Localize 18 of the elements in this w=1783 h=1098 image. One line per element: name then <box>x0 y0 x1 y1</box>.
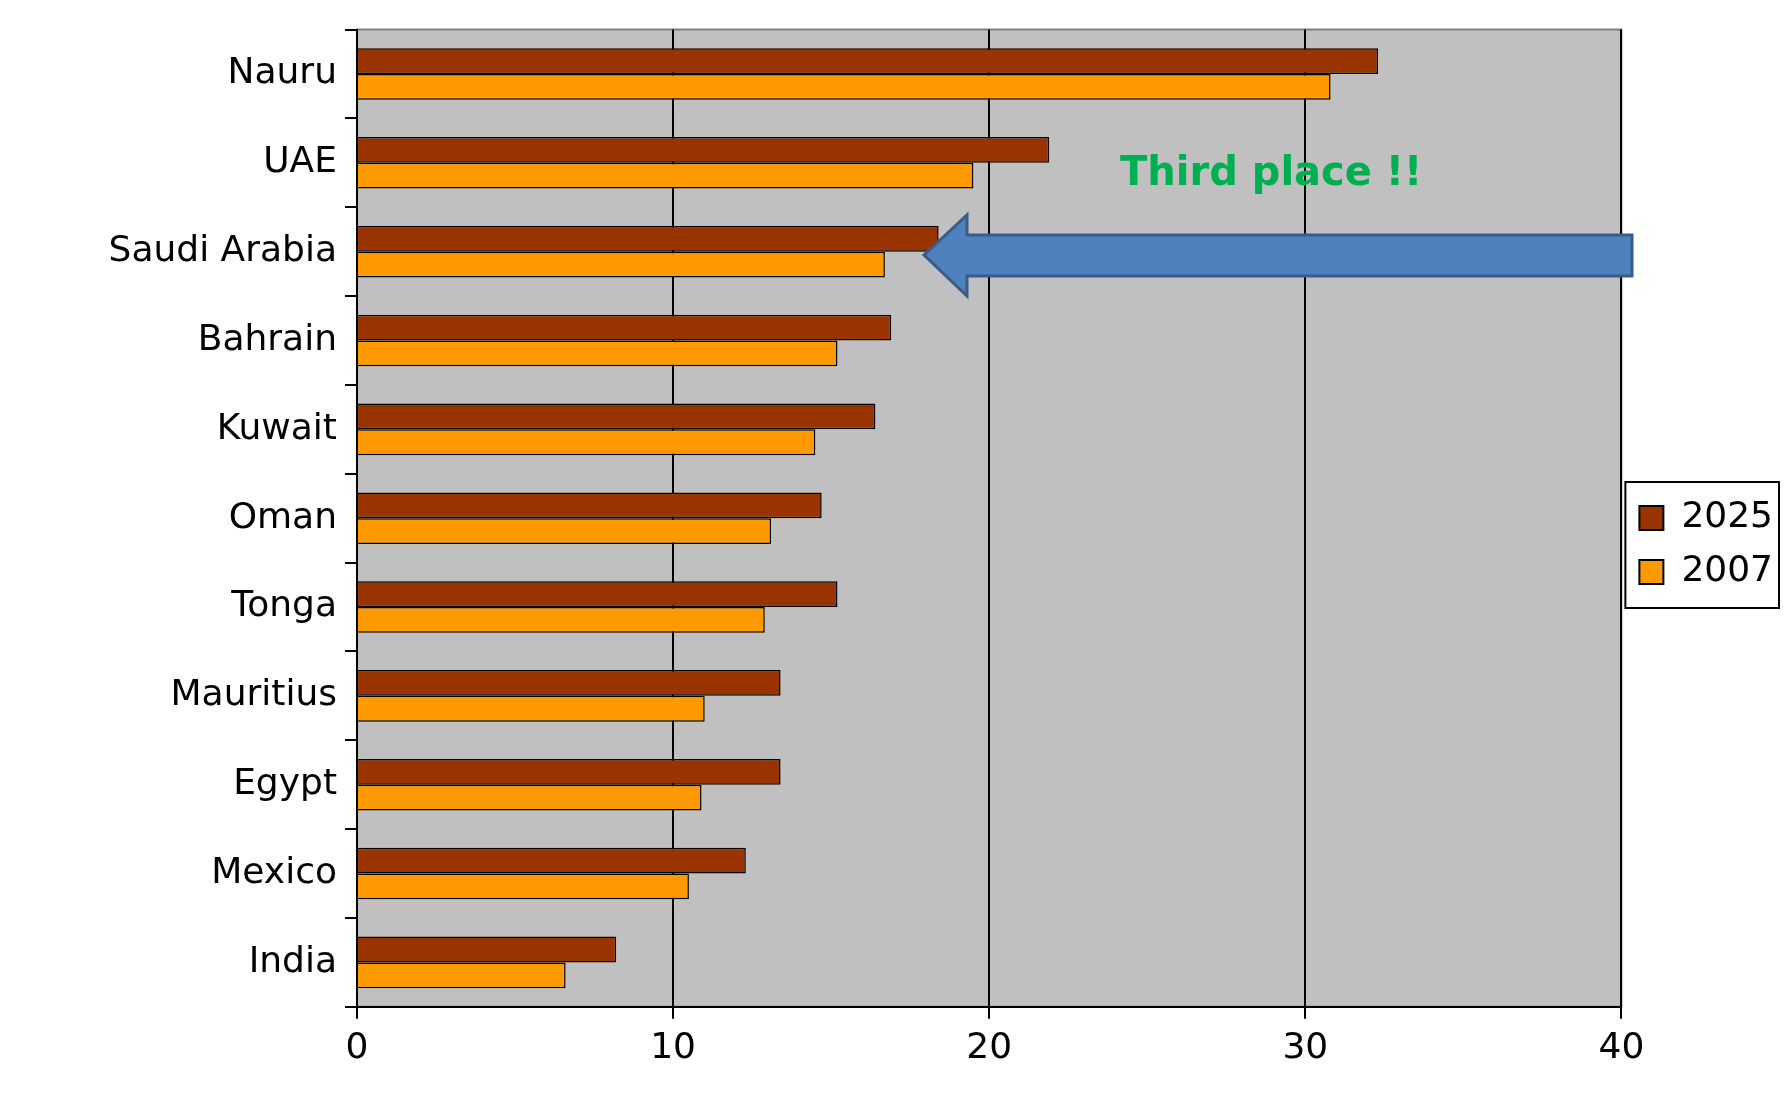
y-tick-label: Egypt <box>233 761 337 803</box>
x-tick-label: 30 <box>1282 1024 1329 1066</box>
y-tick-label: Saudi Arabia <box>108 228 337 270</box>
x-tick-label: 20 <box>966 1024 1013 1066</box>
legend-label: 2025 <box>1681 494 1774 536</box>
y-tick-label: Bahrain <box>197 316 337 358</box>
y-tick-label: Kuwait <box>216 405 337 447</box>
y-tick-label: Nauru <box>227 50 337 92</box>
y-tick-label: Oman <box>228 494 337 536</box>
y-tick-label: Mauritius <box>170 672 337 714</box>
y-tick-label: Mexico <box>211 849 337 891</box>
x-tick-label: 0 <box>345 1024 369 1066</box>
x-tick-label: 40 <box>1598 1024 1645 1066</box>
x-tick-label: 10 <box>650 1024 696 1066</box>
legend-label: 2007 <box>1681 548 1774 590</box>
y-tick-label: Tonga <box>230 583 337 625</box>
y-tick-label: UAE <box>263 139 337 181</box>
y-tick-label: India <box>248 938 337 980</box>
